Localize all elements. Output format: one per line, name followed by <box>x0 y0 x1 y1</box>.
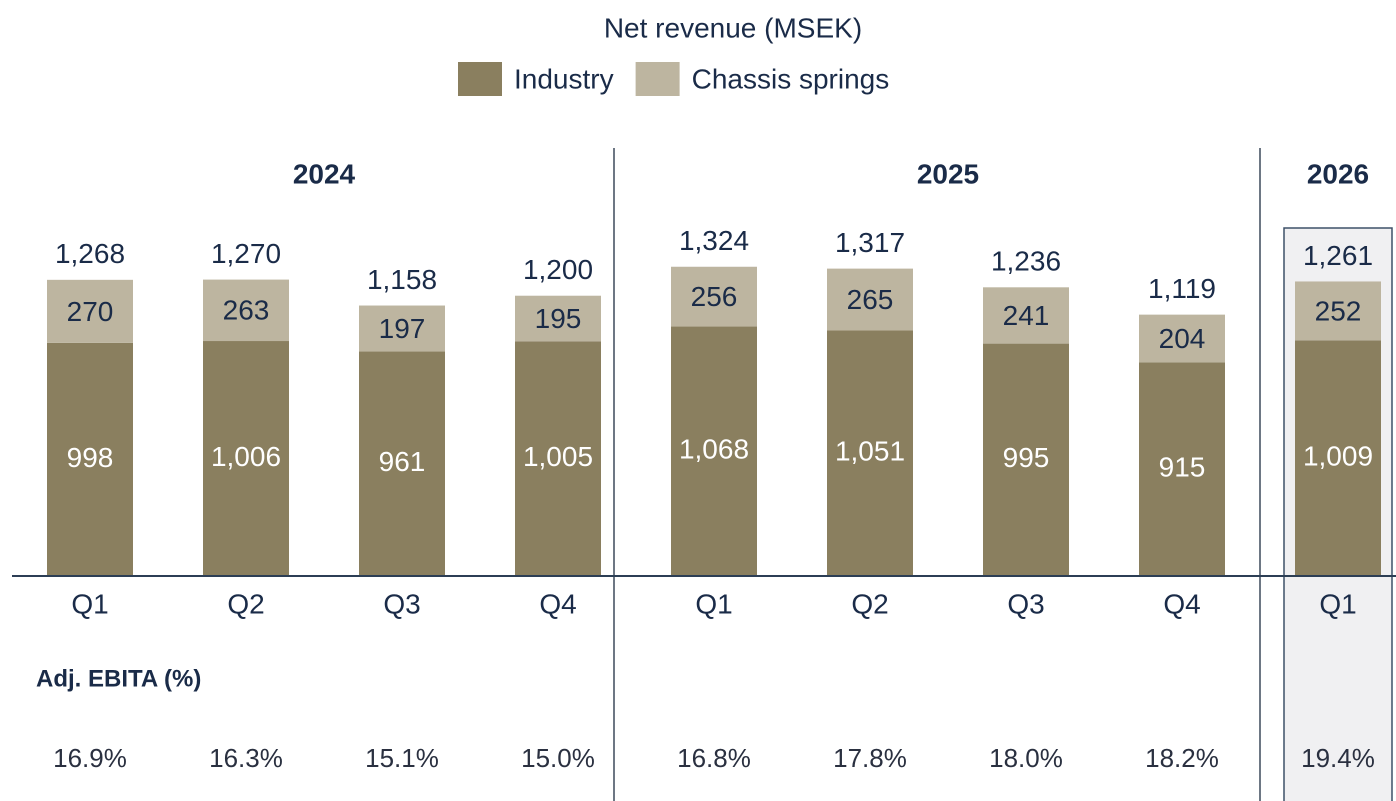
bar-segment <box>359 351 445 576</box>
bar-value-label: 195 <box>535 303 582 334</box>
bar-segment <box>1295 340 1381 576</box>
x-tick-label: Q1 <box>71 588 108 619</box>
bar-segment <box>47 342 133 576</box>
total-label: 1,268 <box>55 238 125 269</box>
bar-segment <box>47 279 133 343</box>
x-tick-label: Q3 <box>383 588 420 619</box>
x-tick-label: Q4 <box>1163 588 1200 619</box>
ebita-value: 18.2% <box>1145 743 1219 773</box>
ebita-label: Adj. EBITA (%) <box>36 665 201 692</box>
bar-segment <box>827 330 913 576</box>
bar-value-label: 197 <box>379 313 426 344</box>
bar-value-label: 995 <box>1003 442 1050 473</box>
ebita-value: 15.0% <box>521 743 595 773</box>
legend-swatch <box>458 62 502 96</box>
bar-segment <box>1139 362 1225 576</box>
x-tick-label: Q1 <box>695 588 732 619</box>
bar-value-label: 1,006 <box>211 441 281 472</box>
bar-segment <box>671 326 757 576</box>
ebita-value: 16.8% <box>677 743 751 773</box>
total-label: 1,324 <box>679 225 749 256</box>
total-label: 1,261 <box>1303 240 1373 271</box>
bar-value-label: 270 <box>67 296 114 327</box>
bar-segment <box>203 279 289 342</box>
bar-value-label: 265 <box>847 284 894 315</box>
ebita-value: 15.1% <box>365 743 439 773</box>
bar-value-label: 256 <box>691 281 738 312</box>
total-label: 1,119 <box>1148 273 1216 304</box>
total-label: 1,200 <box>523 254 593 285</box>
ebita-value: 19.4% <box>1301 743 1375 773</box>
x-tick-label: Q3 <box>1007 588 1044 619</box>
year-label: 2025 <box>917 158 979 189</box>
bar-segment <box>1139 314 1225 363</box>
bar-segment <box>827 268 913 331</box>
bar-value-label: 915 <box>1159 452 1206 483</box>
x-tick-label: Q2 <box>851 588 888 619</box>
bar-segment <box>515 341 601 576</box>
year-label: 2026 <box>1307 158 1369 189</box>
bar-segment <box>515 295 601 342</box>
total-label: 1,270 <box>211 238 281 269</box>
bar-segment <box>983 287 1069 344</box>
bar-value-label: 961 <box>379 446 426 477</box>
ebita-value: 16.9% <box>53 743 127 773</box>
x-tick-label: Q1 <box>1319 588 1356 619</box>
chart-title: Net revenue (MSEK) <box>604 12 862 43</box>
total-label: 1,158 <box>367 264 437 295</box>
ebita-value: 16.3% <box>209 743 283 773</box>
total-label: 1,236 <box>991 246 1061 277</box>
ebita-value: 18.0% <box>989 743 1063 773</box>
bar-value-label: 1,005 <box>523 441 593 472</box>
legend-label: Chassis springs <box>692 63 890 94</box>
bar-segment <box>359 305 445 352</box>
ebita-value: 17.8% <box>833 743 907 773</box>
legend-label: Industry <box>514 63 614 94</box>
legend-swatch <box>635 62 680 96</box>
bar-value-label: 252 <box>1315 295 1362 326</box>
bar-value-label: 204 <box>1159 323 1206 354</box>
x-tick-label: Q4 <box>539 588 576 619</box>
bar-value-label: 1,051 <box>835 436 905 467</box>
bar-value-label: 263 <box>223 295 270 326</box>
bar-value-label: 241 <box>1003 300 1050 331</box>
bar-value-label: 998 <box>67 442 114 473</box>
year-label: 2024 <box>293 158 356 189</box>
x-tick-label: Q2 <box>227 588 264 619</box>
bar-value-label: 1,009 <box>1303 441 1373 472</box>
bar-value-label: 1,068 <box>679 434 749 465</box>
bar-segment <box>983 343 1069 576</box>
total-label: 1,317 <box>835 227 905 258</box>
bar-segment <box>671 266 757 327</box>
bar-segment <box>203 341 289 576</box>
bar-segment <box>1295 281 1381 341</box>
